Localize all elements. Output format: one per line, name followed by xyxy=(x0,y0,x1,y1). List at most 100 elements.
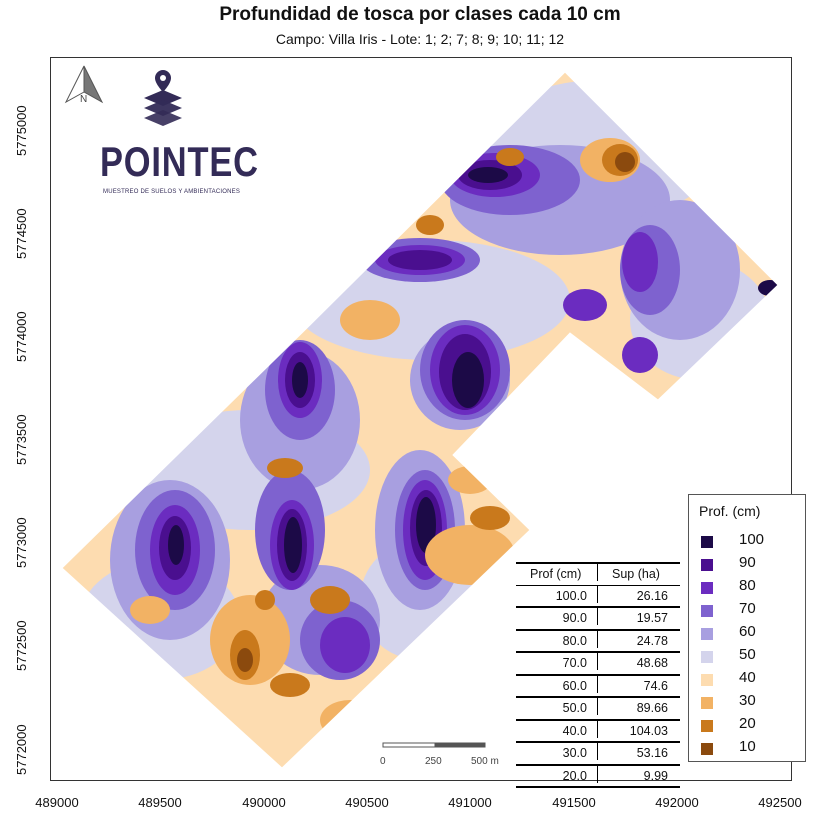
north-arrow-icon xyxy=(64,65,104,104)
north-label: N xyxy=(80,94,88,105)
legend-label: 10 xyxy=(739,738,756,755)
scale-label: 0 xyxy=(380,756,386,767)
table-row: 80.0 24.78 xyxy=(516,630,680,653)
legend-label: 40 xyxy=(739,669,756,686)
legend-title: Prof. (cm) xyxy=(699,503,761,519)
field-boundary xyxy=(61,71,779,769)
legend-swatch xyxy=(698,671,716,689)
table-row: 50.0 89.66 xyxy=(516,698,680,721)
y-tick: 5772500 xyxy=(14,620,29,671)
table-row: 100.0 26.16 xyxy=(516,585,680,608)
map-title: Profundidad de tosca por clases cada 10 … xyxy=(219,4,621,25)
table-row: 60.0 74.6 xyxy=(516,675,680,698)
table-header-depth: Prof (cm) xyxy=(516,564,598,581)
logo-wordmark: POINTEC xyxy=(100,138,259,185)
map-frame xyxy=(50,57,792,781)
zone-100 xyxy=(416,497,436,553)
zone-20 xyxy=(470,506,510,530)
zone-100 xyxy=(168,525,184,565)
table-cell: 40.0 xyxy=(516,720,598,738)
table-row: 40.0 104.03 xyxy=(516,720,680,743)
table-row: 30.0 53.16 xyxy=(516,743,680,766)
table-cell: 100.0 xyxy=(516,585,598,603)
table-header-row: Prof (cm) Sup (ha) xyxy=(516,562,680,586)
zone-20 xyxy=(255,590,275,610)
table-cell: 26.16 xyxy=(636,588,668,603)
zone-10 xyxy=(237,648,253,672)
map-subtitle: Campo: Villa Iris - Lote: 1; 2; 7; 8; 9;… xyxy=(275,31,565,47)
table-cell: 19.57 xyxy=(636,611,668,625)
zone-100 xyxy=(468,167,508,183)
legend-label: 80 xyxy=(739,577,756,594)
y-tick: 5773500 xyxy=(14,414,29,465)
zone-100 xyxy=(452,352,484,408)
table-cell: 48.68 xyxy=(636,656,668,670)
table-row: 70.0 48.68 xyxy=(516,653,680,676)
zone-20 xyxy=(416,215,444,235)
legend-label: 90 xyxy=(739,554,756,571)
table-cell: 89.66 xyxy=(636,701,668,715)
zone-80 xyxy=(622,232,658,292)
table-cell: 9.99 xyxy=(643,768,668,783)
logo-tagline: MUESTREO DE SUELOS Y AMBIENTACIONES xyxy=(103,189,241,195)
zone-30 xyxy=(340,300,400,340)
zone-30 xyxy=(425,525,515,585)
legend-label: 60 xyxy=(739,623,756,640)
legend-swatch xyxy=(698,717,716,735)
table-row: 90.0 19.57 xyxy=(516,608,680,631)
legend-swatch xyxy=(698,556,716,574)
legend-swatch xyxy=(698,694,716,712)
zone-10 xyxy=(615,152,635,172)
zone-90 xyxy=(388,250,452,270)
zone-30 xyxy=(448,466,492,494)
y-tick: 5775000 xyxy=(14,105,29,156)
table-cell: 24.78 xyxy=(636,633,668,648)
scale-label: 250 xyxy=(425,756,442,767)
legend-swatch xyxy=(698,740,716,758)
zone-30 xyxy=(130,596,170,624)
x-tick: 489000 xyxy=(35,795,79,810)
legend-swatch xyxy=(698,625,716,643)
x-tick: 489500 xyxy=(138,795,182,810)
table-header-area: Sup (ha) xyxy=(612,567,660,581)
zone-30 xyxy=(320,700,380,740)
legend-label: 70 xyxy=(739,600,756,617)
zone-20 xyxy=(267,458,303,478)
table-cell: 90.0 xyxy=(516,608,598,625)
x-tick: 490500 xyxy=(345,795,389,810)
zone-20 xyxy=(310,586,350,614)
legend-swatch xyxy=(698,533,716,551)
table-cell: 30.0 xyxy=(516,743,598,760)
legend-label: 20 xyxy=(739,715,756,732)
x-tick: 491000 xyxy=(448,795,492,810)
x-tick: 491500 xyxy=(552,795,596,810)
legend: Prof. (cm) 100 90 80 70 60 50 40 30 20 10 xyxy=(688,494,806,762)
table-cell: 104.03 xyxy=(629,723,668,738)
x-tick: 492500 xyxy=(758,795,802,810)
scale-label: 500 m xyxy=(471,756,499,767)
zone-80 xyxy=(622,337,658,373)
y-tick: 5774500 xyxy=(14,208,29,259)
table-cell: 50.0 xyxy=(516,698,598,715)
table-cell: 70.0 xyxy=(516,653,598,670)
legend-swatch xyxy=(698,602,716,620)
legend-label: 30 xyxy=(739,692,756,709)
zone-20 xyxy=(270,673,310,697)
legend-label: 100 xyxy=(739,531,765,548)
x-tick: 492000 xyxy=(655,795,699,810)
zone-100 xyxy=(758,280,778,296)
zone-100 xyxy=(292,362,308,398)
table-cell: 80.0 xyxy=(516,630,598,648)
table-row: 20.0 9.99 xyxy=(516,765,680,788)
y-tick: 5772000 xyxy=(14,724,29,775)
legend-swatch xyxy=(698,579,716,597)
legend-label: 50 xyxy=(739,646,756,663)
pointec-logo-icon xyxy=(144,70,182,126)
scale-bar xyxy=(382,742,486,748)
table-cell: 20.0 xyxy=(516,765,598,783)
zone-100 xyxy=(284,517,302,573)
zone-80 xyxy=(563,289,607,321)
table-cell: 60.0 xyxy=(516,675,598,693)
table-cell: 74.6 xyxy=(643,678,668,693)
